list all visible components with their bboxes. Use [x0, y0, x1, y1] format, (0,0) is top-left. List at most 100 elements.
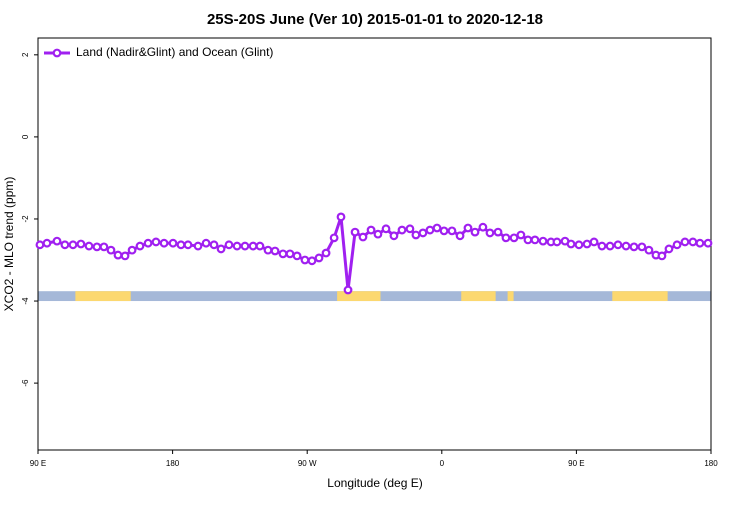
data-point — [255, 241, 265, 251]
data-point — [321, 248, 331, 258]
data-point — [42, 238, 52, 248]
data-point — [425, 225, 435, 235]
data-point — [113, 250, 123, 260]
data-point — [493, 227, 503, 237]
data-point — [350, 227, 360, 237]
data-point — [516, 230, 526, 240]
data-point — [418, 228, 428, 238]
data-point — [566, 239, 576, 249]
data-point — [389, 231, 399, 241]
data-point — [629, 242, 639, 252]
land-segment — [612, 291, 668, 302]
x-tick-label: 180 — [166, 459, 180, 468]
data-point — [672, 240, 682, 250]
x-axis-label: Longitude (deg E) — [327, 476, 422, 490]
y-tick-label: -2 — [21, 215, 30, 223]
data-point — [216, 244, 226, 254]
data-point — [605, 241, 615, 251]
data-point — [373, 229, 383, 239]
data-point — [637, 242, 647, 252]
data-point — [695, 238, 705, 248]
data-point — [455, 231, 465, 241]
data-point — [411, 230, 421, 240]
data-point — [135, 241, 145, 251]
y-tick-label: -6 — [21, 379, 30, 387]
x-tick-label: 90 W — [298, 459, 317, 468]
data-point — [644, 245, 654, 255]
data-point — [574, 240, 584, 250]
data-point — [589, 237, 599, 247]
data-point — [193, 241, 203, 251]
data-point — [688, 237, 698, 247]
data-point — [366, 225, 376, 235]
legend-label: Land (Nadir&Glint) and Ocean (Glint) — [76, 45, 273, 59]
data-point — [463, 223, 473, 233]
data-point — [657, 251, 667, 261]
data-point — [501, 233, 511, 243]
data-point — [307, 256, 317, 266]
data-point — [470, 227, 480, 237]
data-point — [285, 249, 295, 259]
x-tick-label: 90 E — [568, 459, 584, 468]
data-point — [248, 241, 258, 251]
x-tick-label: 90 E — [30, 459, 46, 468]
data-point — [68, 240, 78, 250]
data-point — [597, 241, 607, 251]
data-point — [447, 226, 457, 236]
data-point — [232, 241, 242, 251]
data-point — [523, 235, 533, 245]
data-point — [538, 236, 548, 246]
data-point — [397, 225, 407, 235]
data-point — [143, 238, 153, 248]
data-point — [76, 239, 86, 249]
data-point — [224, 240, 234, 250]
data-point — [336, 212, 346, 222]
data-point — [263, 245, 273, 255]
data-point — [664, 244, 674, 254]
data-point — [99, 242, 109, 252]
y-tick-label: -4 — [21, 297, 30, 305]
data-point — [405, 224, 415, 234]
data-point — [168, 238, 178, 248]
data-point — [120, 251, 130, 261]
y-tick-label: 0 — [21, 134, 30, 139]
data-point — [278, 249, 288, 259]
data-point — [60, 240, 70, 250]
data-point — [582, 239, 592, 249]
land-segment — [337, 291, 381, 302]
land-segment — [461, 291, 496, 302]
data-point — [35, 240, 45, 250]
legend-marker — [52, 48, 62, 58]
data-point — [314, 253, 324, 263]
data-point — [92, 242, 102, 252]
data-point — [176, 240, 186, 250]
data-point — [381, 224, 391, 234]
data-point — [292, 251, 302, 261]
data-point — [329, 233, 339, 243]
data-point — [358, 232, 368, 242]
data-point — [209, 240, 219, 250]
data-point — [52, 236, 62, 246]
data-point — [240, 241, 250, 251]
data-point — [530, 235, 540, 245]
data-point — [343, 285, 353, 295]
data-point — [552, 237, 562, 247]
data-point — [509, 233, 519, 243]
land-segment — [507, 291, 514, 302]
data-point — [106, 245, 116, 255]
data-point — [151, 237, 161, 247]
data-point — [613, 240, 623, 250]
x-tick-label: 0 — [440, 459, 445, 468]
data-point — [84, 241, 94, 251]
data-point — [270, 246, 280, 256]
land-segment — [75, 291, 131, 302]
chart-title: 25S-20S June (Ver 10) 2015-01-01 to 2020… — [207, 11, 543, 28]
data-point — [300, 255, 310, 265]
data-point — [127, 245, 137, 255]
y-tick-label: 2 — [21, 52, 30, 57]
data-point — [439, 226, 449, 236]
data-point — [703, 238, 713, 248]
x-tick-label: 180 — [704, 459, 718, 468]
data-point — [183, 240, 193, 250]
